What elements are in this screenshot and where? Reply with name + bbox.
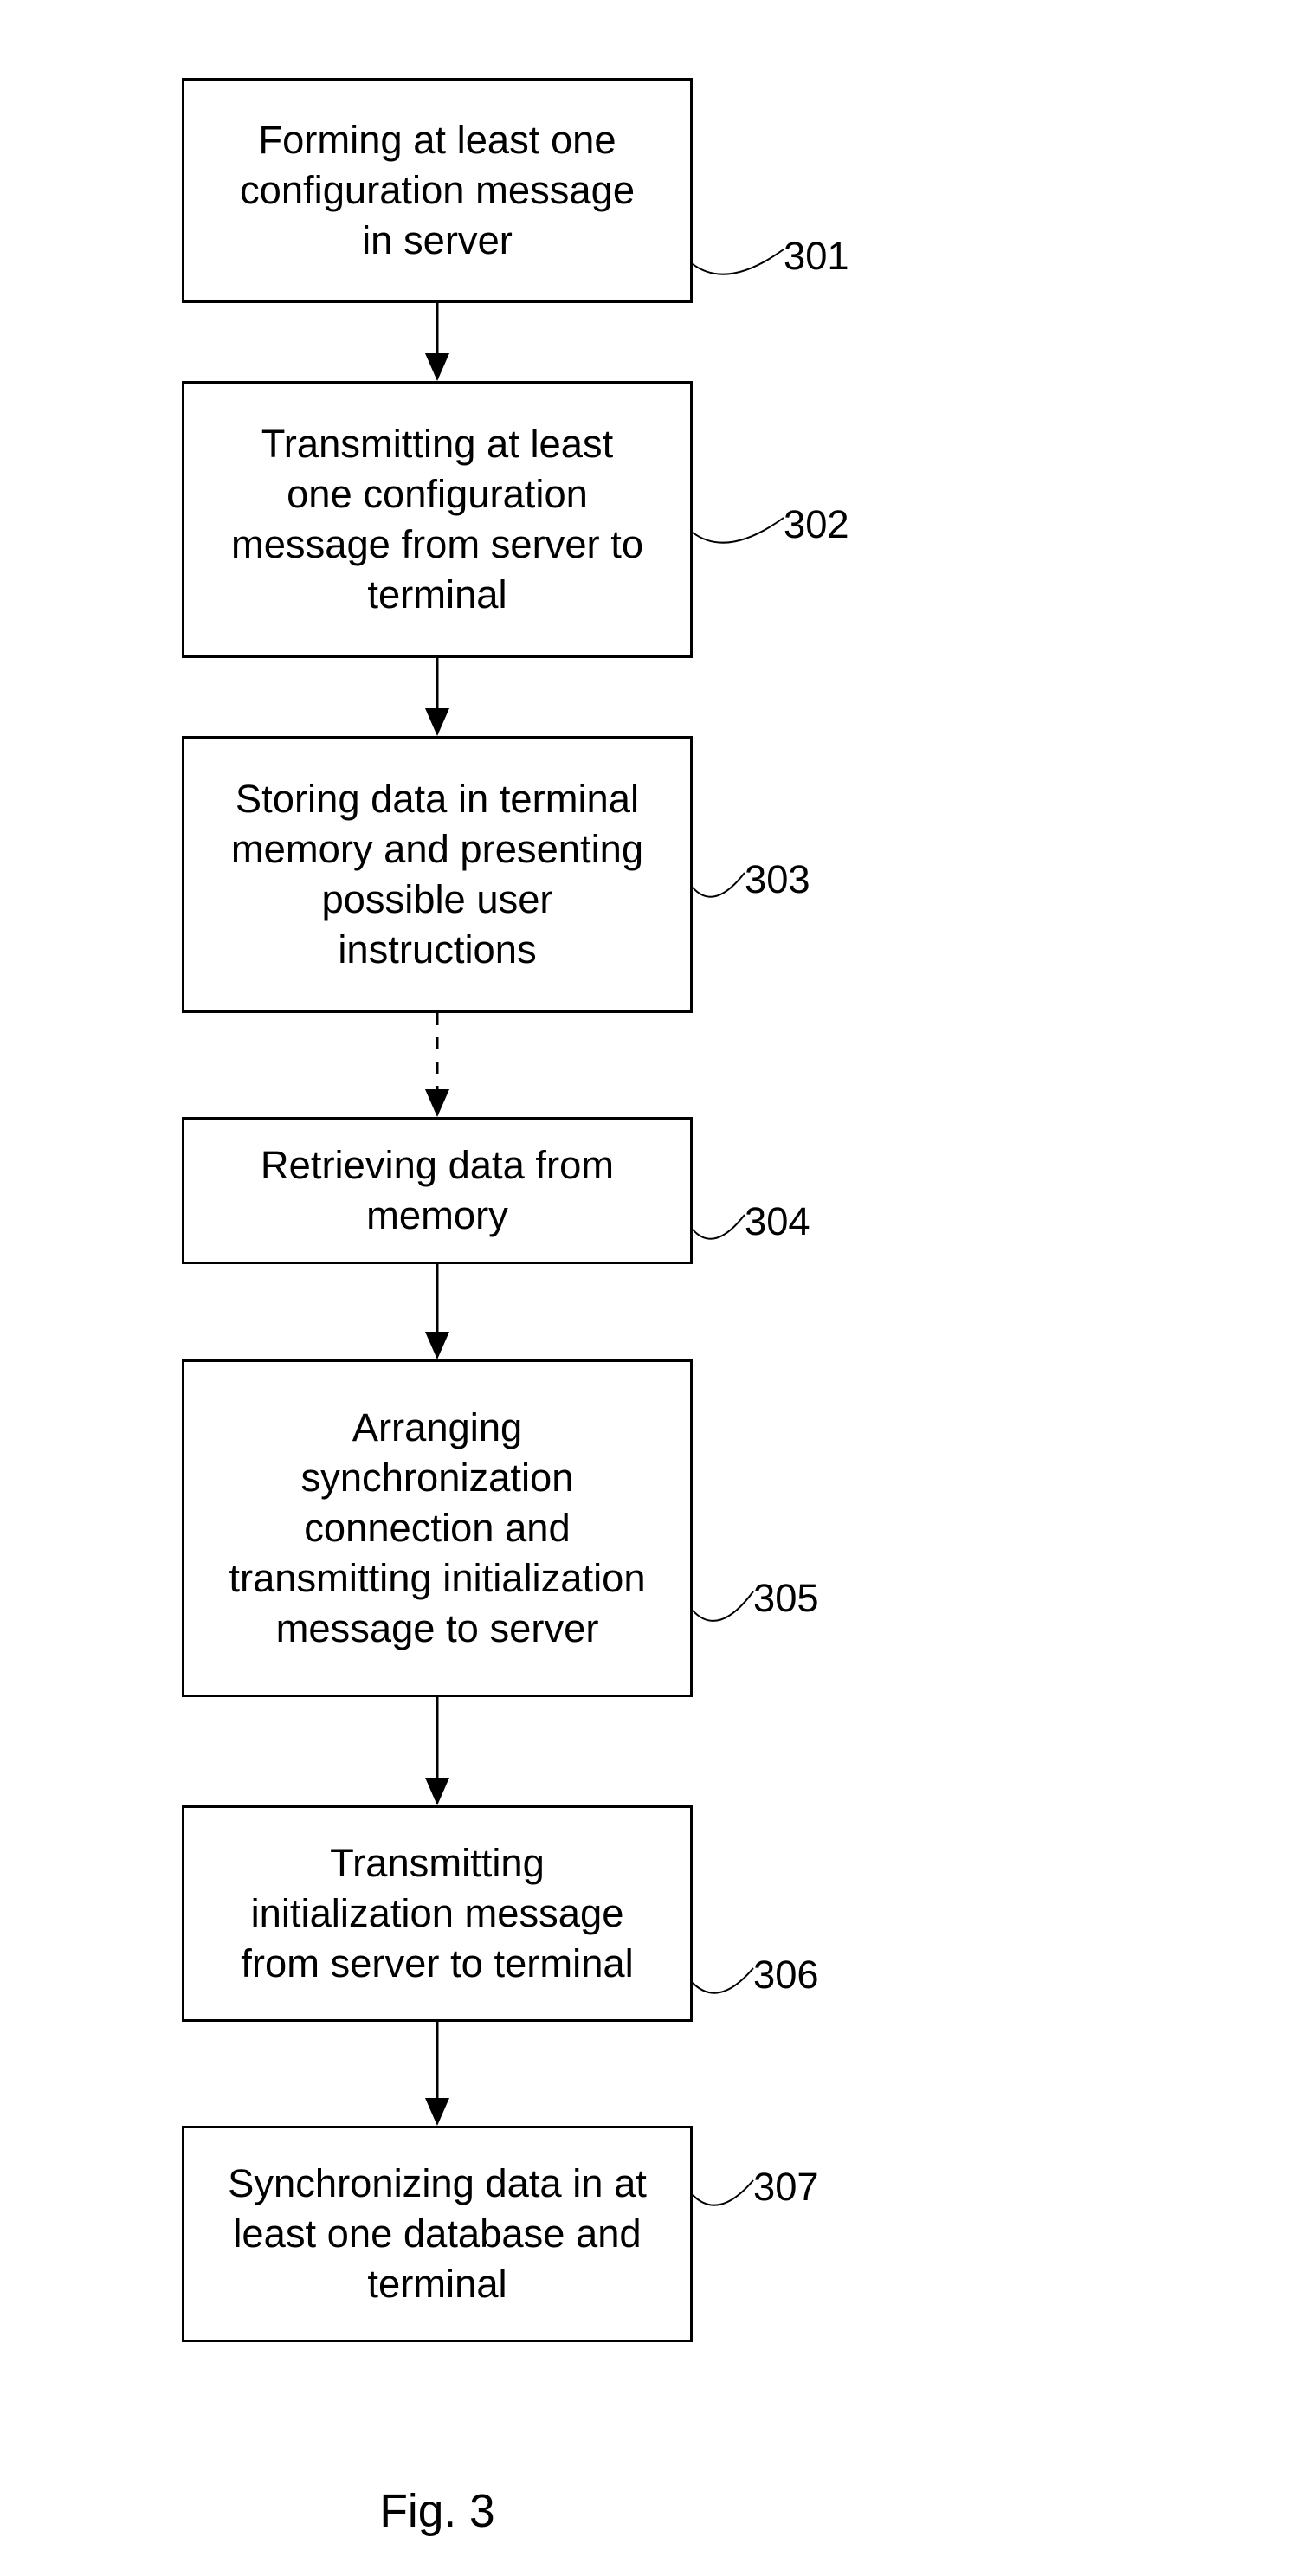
step-label-307: 307 (753, 2165, 819, 2210)
flow-step-text: Transmitting at leastone configurationme… (231, 419, 643, 620)
figure-caption: Fig. 3 (351, 2485, 524, 2538)
flow-step-text: Retrieving data frommemory (261, 1140, 614, 1241)
flow-step-b304: Retrieving data frommemory (182, 1117, 693, 1264)
flow-step-text: Forming at least oneconfiguration messag… (240, 115, 635, 266)
step-label-304: 304 (745, 1199, 810, 1244)
flow-step-b305: Arrangingsynchronizationconnection andtr… (182, 1359, 693, 1697)
flow-step-b302: Transmitting at leastone configurationme… (182, 381, 693, 658)
step-label-302: 302 (784, 502, 849, 547)
flow-step-b301: Forming at least oneconfiguration messag… (182, 78, 693, 303)
step-label-301: 301 (784, 234, 849, 279)
flowchart-canvas: Forming at least oneconfiguration messag… (0, 0, 1297, 2576)
flow-step-b303: Storing data in terminalmemory and prese… (182, 736, 693, 1013)
flow-step-text: Storing data in terminalmemory and prese… (231, 774, 643, 975)
step-label-303: 303 (745, 857, 810, 902)
flow-step-text: Arrangingsynchronizationconnection andtr… (229, 1403, 645, 1654)
flow-step-b307: Synchronizing data in atleast one databa… (182, 2126, 693, 2342)
flow-step-b306: Transmittinginitialization messagefrom s… (182, 1805, 693, 2022)
flow-step-text: Synchronizing data in atleast one databa… (228, 2159, 647, 2309)
flow-step-text: Transmittinginitialization messagefrom s… (241, 1838, 633, 1989)
step-label-306: 306 (753, 1953, 819, 1998)
step-label-305: 305 (753, 1576, 819, 1621)
